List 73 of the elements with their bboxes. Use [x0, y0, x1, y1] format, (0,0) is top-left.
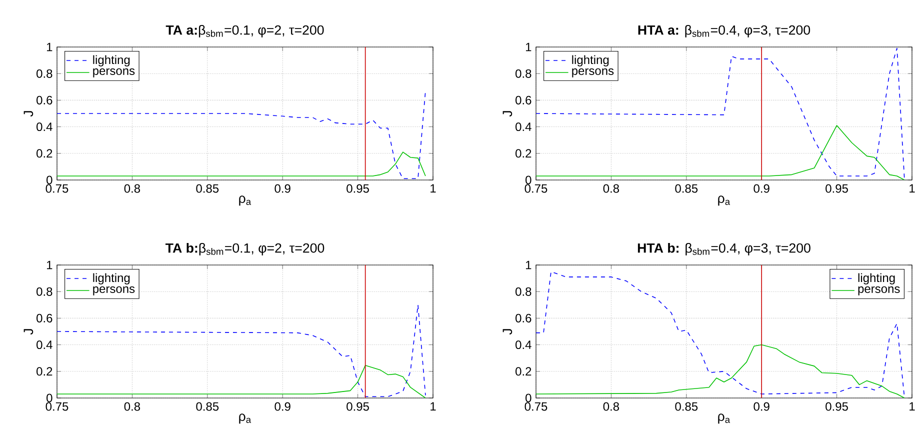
line-series [57, 304, 426, 398]
y-tick-label: 1 [46, 260, 52, 270]
x-tick-label: 0.95 [346, 402, 369, 411]
y-tick-label: 0.6 [516, 96, 532, 104]
y-tick-label: 1 [526, 42, 532, 52]
y-axis-title: J [502, 111, 512, 117]
y-tick-label: 0.4 [516, 122, 532, 132]
x-tick-label: 0.75 [524, 402, 548, 411]
y-tick-label: 0.4 [36, 340, 52, 350]
y-tick-label: 0.6 [516, 314, 532, 322]
x-tick-label: 1 [430, 184, 436, 193]
x-tick-label: 0.9 [274, 184, 290, 193]
y-tick-label: 0.8 [36, 287, 52, 296]
y-tick-label: 1 [526, 260, 532, 270]
x-axis-title: ρ$_{a}$ [718, 414, 730, 424]
y-tick-label: 0 [46, 176, 52, 184]
chart-title: HTA a: β$_{sbm}$=0.4, φ=3, τ=200 [638, 24, 810, 38]
x-tick-label: 0.9 [754, 402, 770, 411]
legend-label: lighting [93, 55, 130, 66]
legend-label: lighting [572, 55, 609, 66]
legend-label: persons [572, 68, 614, 78]
legend-label: persons [93, 68, 135, 78]
x-axis-title: ρ$_{a}$ [239, 196, 252, 206]
y-tick-label: 1 [46, 42, 52, 52]
legend-label: persons [858, 286, 900, 296]
legend-label: persons [93, 286, 135, 296]
chart-title: TA b:β$_{sbm}$=0.1, φ=2, τ=200 [165, 242, 324, 256]
y-tick-label: 0.2 [516, 149, 532, 158]
y-tick-label: 0.8 [36, 69, 52, 78]
x-tick-label: 0.85 [196, 402, 219, 411]
x-tick-label: 0.9 [274, 402, 290, 411]
x-tick-label: 0.85 [675, 184, 698, 193]
x-tick-label: 0.75 [46, 184, 68, 193]
x-tick-label: 1 [910, 184, 915, 193]
y-tick-label: 0.2 [516, 367, 532, 376]
y-tick-label: 0.6 [36, 314, 52, 322]
y-tick-label: 0.4 [36, 122, 52, 132]
x-tick-label: 0.8 [124, 184, 140, 193]
x-axis-title: ρ$_{a}$ [239, 414, 252, 424]
y-axis-title: J [24, 111, 34, 117]
x-axis-title: ρ$_{a}$ [718, 196, 730, 206]
x-tick-label: 0.95 [826, 184, 848, 193]
x-tick-label: 0.8 [603, 184, 620, 193]
line-series [536, 344, 905, 398]
y-tick-label: 0 [46, 394, 52, 402]
x-tick-label: 0.8 [603, 402, 620, 411]
y-tick-label: 0 [526, 176, 532, 184]
y-axis-title: J [24, 329, 34, 335]
y-tick-label: 0.6 [36, 96, 52, 104]
line-series [57, 365, 426, 398]
x-tick-label: 0.75 [46, 402, 68, 411]
x-tick-label: 1 [910, 402, 915, 411]
y-tick-label: 0.8 [516, 69, 532, 78]
y-tick-label: 0.2 [36, 149, 52, 158]
y-tick-label: 0 [526, 394, 532, 402]
chart-title: HTA b: β$_{sbm}$=0.4, φ=3, τ=200 [638, 242, 810, 256]
x-tick-label: 0.8 [124, 402, 140, 411]
x-tick-label: 0.85 [675, 402, 698, 411]
y-axis-title: J [502, 329, 512, 335]
x-tick-label: 0.95 [826, 402, 848, 411]
x-tick-label: 0.85 [196, 184, 219, 193]
legend-label: lighting [858, 273, 895, 284]
x-tick-label: 0.9 [754, 184, 770, 193]
x-tick-label: 0.75 [524, 184, 548, 193]
line-series [57, 90, 426, 180]
x-tick-label: 0.95 [346, 184, 369, 193]
x-tick-label: 1 [430, 402, 436, 411]
line-series [536, 125, 905, 180]
y-tick-label: 0.2 [36, 367, 52, 376]
chart-title: TA a:β$_{sbm}$=0.1, φ=2, τ=200 [166, 24, 324, 38]
legend-label: lighting [93, 273, 130, 284]
y-tick-label: 0.4 [516, 340, 532, 350]
y-tick-label: 0.8 [516, 287, 532, 296]
